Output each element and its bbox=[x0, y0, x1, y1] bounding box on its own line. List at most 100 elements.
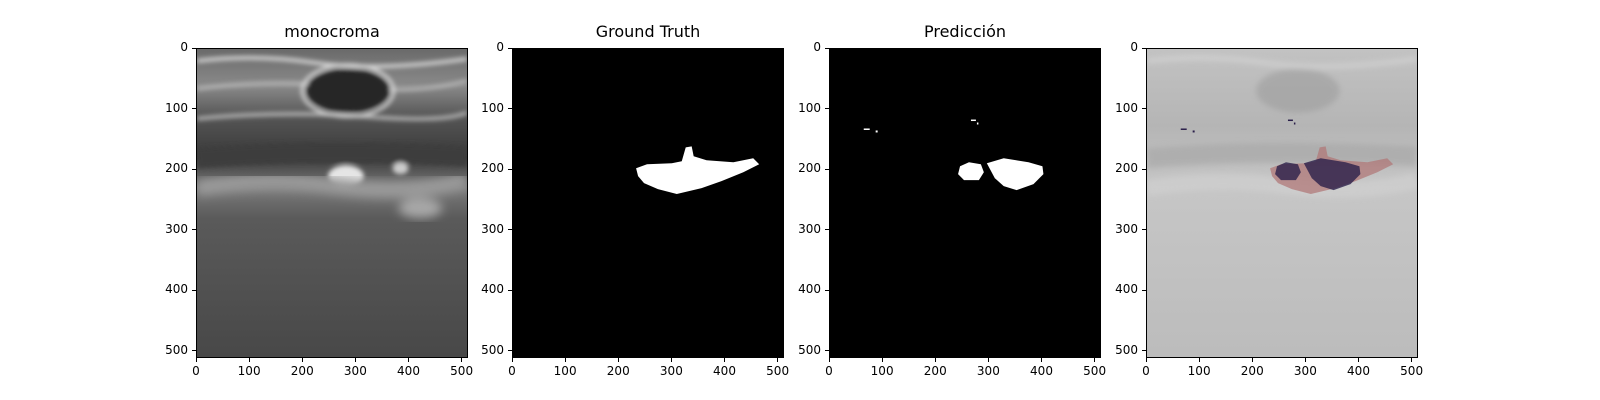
y-tick-label: 500 bbox=[798, 342, 821, 357]
x-tick-mark bbox=[934, 358, 936, 362]
y-tick-mark bbox=[192, 229, 196, 231]
x-tick-mark bbox=[1358, 358, 1359, 362]
y-tick-label: 500 bbox=[165, 342, 188, 357]
x-tick-mark bbox=[511, 358, 513, 362]
x-tick-label: 0 bbox=[825, 364, 833, 378]
x-tick-label: 500 bbox=[450, 364, 474, 378]
y-tick-mark bbox=[192, 47, 196, 49]
y-tick-mark bbox=[825, 289, 829, 291]
prediction-speck-2 bbox=[875, 130, 878, 133]
x-tick-mark bbox=[724, 358, 725, 362]
x-tick-label: 0 bbox=[508, 364, 516, 378]
x-tick-mark bbox=[777, 358, 779, 362]
ground-truth-region bbox=[636, 146, 760, 195]
x-tick-mark bbox=[195, 358, 197, 362]
y-tick-mark bbox=[508, 108, 512, 110]
y-tick-label: 200 bbox=[165, 161, 188, 176]
x-tick-label: 100 bbox=[553, 364, 577, 378]
y-tick-mark bbox=[192, 289, 196, 291]
x-tick-mark bbox=[564, 358, 566, 362]
y-tick-label: 200 bbox=[1115, 161, 1138, 176]
y-tick-label: 400 bbox=[798, 282, 821, 297]
x-tick-mark bbox=[617, 358, 619, 362]
x-tick-mark bbox=[1094, 358, 1096, 362]
panel-title-prediction: Predicción bbox=[923, 22, 1006, 41]
y-tick-mark bbox=[508, 168, 512, 170]
prediction-speck-4 bbox=[976, 122, 979, 125]
x-tick-mark bbox=[248, 358, 250, 362]
y-tick-mark bbox=[192, 108, 196, 110]
y-tick-label: 400 bbox=[1115, 282, 1138, 297]
y-tick-label: 100 bbox=[165, 100, 188, 115]
y-tick-mark bbox=[192, 168, 196, 170]
panel-title-monochrome: monocroma bbox=[284, 22, 380, 41]
x-tick-label: 0 bbox=[192, 364, 200, 378]
x-tick-label: 500 bbox=[1083, 364, 1107, 378]
x-tick-label: 400 bbox=[713, 364, 736, 378]
x-tick-mark bbox=[881, 358, 883, 362]
y-tick-label: 500 bbox=[481, 342, 504, 357]
prediction-region-left bbox=[958, 162, 984, 181]
y-tick-mark bbox=[1142, 168, 1146, 170]
y-tick-label: 300 bbox=[481, 221, 504, 236]
y-tick-mark bbox=[1142, 229, 1146, 231]
x-tick-label: 0 bbox=[1142, 364, 1150, 378]
y-tick-label: 100 bbox=[1115, 100, 1138, 115]
y-tick-label: 200 bbox=[798, 161, 821, 176]
y-tick-label: 200 bbox=[481, 161, 504, 176]
y-tick-label: 0 bbox=[496, 40, 504, 54]
prediction-speck-3 bbox=[970, 119, 976, 122]
y-tick-label: 100 bbox=[481, 100, 504, 115]
x-tick-mark bbox=[987, 358, 989, 362]
x-tick-mark bbox=[1411, 358, 1413, 362]
y-tick-mark bbox=[1142, 47, 1146, 49]
x-tick-mark bbox=[301, 358, 303, 362]
y-tick-label: 300 bbox=[1115, 221, 1138, 236]
x-tick-label: 300 bbox=[1293, 364, 1317, 378]
y-tick-label: 400 bbox=[481, 282, 504, 297]
y-tick-mark bbox=[825, 168, 829, 170]
y-tick-mark bbox=[508, 47, 512, 49]
x-tick-label: 500 bbox=[766, 364, 790, 378]
y-tick-mark bbox=[825, 108, 829, 110]
y-tick-label: 0 bbox=[180, 40, 188, 54]
x-tick-label: 400 bbox=[397, 364, 420, 378]
x-tick-mark bbox=[1251, 358, 1253, 362]
x-tick-label: 200 bbox=[606, 364, 630, 378]
x-tick-label: 200 bbox=[290, 364, 314, 378]
y-tick-label: 0 bbox=[1130, 40, 1138, 54]
y-tick-mark bbox=[825, 229, 829, 231]
x-tick-mark bbox=[670, 358, 672, 362]
x-tick-mark bbox=[1198, 358, 1200, 362]
x-tick-mark bbox=[1145, 358, 1147, 362]
y-tick-mark bbox=[825, 350, 829, 352]
x-tick-label: 200 bbox=[1240, 364, 1264, 378]
y-tick-mark bbox=[192, 350, 196, 352]
x-tick-mark bbox=[828, 358, 830, 362]
x-tick-label: 100 bbox=[237, 364, 261, 378]
prediction-speck-1 bbox=[863, 128, 870, 130]
y-tick-mark bbox=[1142, 350, 1146, 352]
x-tick-mark bbox=[354, 358, 356, 362]
x-tick-label: 500 bbox=[1400, 364, 1424, 378]
prediction-mask bbox=[829, 48, 1101, 358]
x-tick-mark bbox=[408, 358, 409, 362]
ground-truth-mask bbox=[512, 48, 784, 358]
overlay-prediction-region-left bbox=[1275, 162, 1301, 181]
y-tick-label: 500 bbox=[1115, 342, 1138, 357]
x-tick-mark bbox=[461, 358, 463, 362]
x-tick-label: 400 bbox=[1030, 364, 1053, 378]
x-tick-mark bbox=[1304, 358, 1306, 362]
x-tick-label: 200 bbox=[923, 364, 947, 378]
y-tick-label: 0 bbox=[813, 40, 821, 54]
x-tick-label: 100 bbox=[1187, 364, 1211, 378]
y-tick-mark bbox=[1142, 289, 1146, 291]
x-tick-label: 300 bbox=[343, 364, 367, 378]
x-tick-label: 300 bbox=[976, 364, 1000, 378]
y-tick-label: 400 bbox=[165, 282, 188, 297]
y-tick-mark bbox=[508, 289, 512, 291]
panel-title-ground-truth: Ground Truth bbox=[595, 22, 701, 41]
y-tick-label: 300 bbox=[165, 221, 188, 236]
y-tick-mark bbox=[508, 350, 512, 352]
prediction-region-right bbox=[986, 158, 1044, 191]
